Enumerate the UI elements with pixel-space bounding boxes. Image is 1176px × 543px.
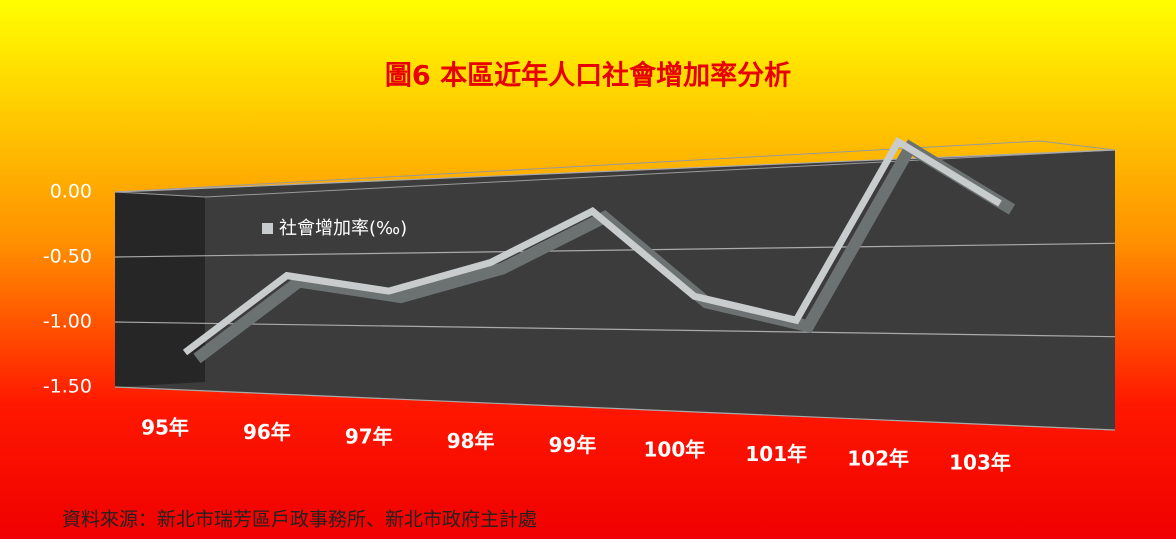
chart-title: 圖6 本區近年人口社會增加率分析 <box>385 60 791 92</box>
grid-line <box>114 242 1116 258</box>
y-tick-label: -1.00 <box>43 311 92 333</box>
y-tick-label: -0.50 <box>43 246 92 268</box>
x-tick-label: 96年 <box>243 420 291 444</box>
legend-swatch <box>262 223 273 234</box>
grid-line <box>114 321 1116 338</box>
line <box>182 136 1002 356</box>
grid-line <box>114 149 1116 193</box>
legend-label: 社會增加率(‰) <box>279 218 407 239</box>
x-tick-label: 102年 <box>847 446 909 470</box>
x-tick-label: 99年 <box>549 433 597 457</box>
x-tick-label: 97年 <box>345 424 393 448</box>
source-note: 資料來源：新北市瑞芳區戶政事務所、新北市政府主計處 <box>62 509 537 531</box>
x-tick-label: 101年 <box>745 442 807 466</box>
x-tick-label: 98年 <box>447 429 495 453</box>
y-tick-label: 0.00 <box>50 181 92 203</box>
grid-line <box>114 386 1116 431</box>
y-tick-label: -1.50 <box>43 376 92 398</box>
x-tick-label: 103年 <box>949 451 1011 475</box>
x-tick-label: 100年 <box>644 438 706 462</box>
side-wall <box>115 192 205 387</box>
x-tick-label: 95年 <box>141 416 189 440</box>
